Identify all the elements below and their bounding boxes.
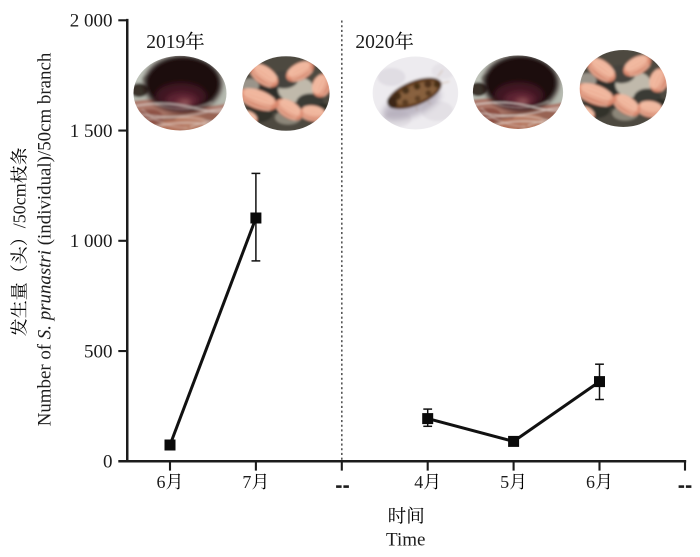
svg-text:4: 4 bbox=[414, 472, 423, 492]
svg-text:6: 6 bbox=[157, 472, 166, 492]
svg-text:1 500: 1 500 bbox=[70, 121, 113, 142]
svg-text:Number of S. prunastri (indivi: Number of S. prunastri (individual)/50cm… bbox=[35, 52, 56, 426]
svg-text:0: 0 bbox=[103, 452, 113, 473]
svg-text:6: 6 bbox=[586, 472, 595, 492]
svg-text:500: 500 bbox=[84, 341, 113, 362]
svg-text:2 000: 2 000 bbox=[70, 11, 113, 32]
svg-text:/50cm: /50cm bbox=[10, 183, 30, 228]
svg-text:Time: Time bbox=[386, 530, 425, 551]
svg-text:7: 7 bbox=[242, 472, 251, 492]
svg-text:2020: 2020 bbox=[355, 32, 394, 53]
svg-text:1 000: 1 000 bbox=[70, 231, 113, 252]
svg-text:5: 5 bbox=[500, 472, 509, 492]
svg-text:2019: 2019 bbox=[146, 32, 185, 53]
